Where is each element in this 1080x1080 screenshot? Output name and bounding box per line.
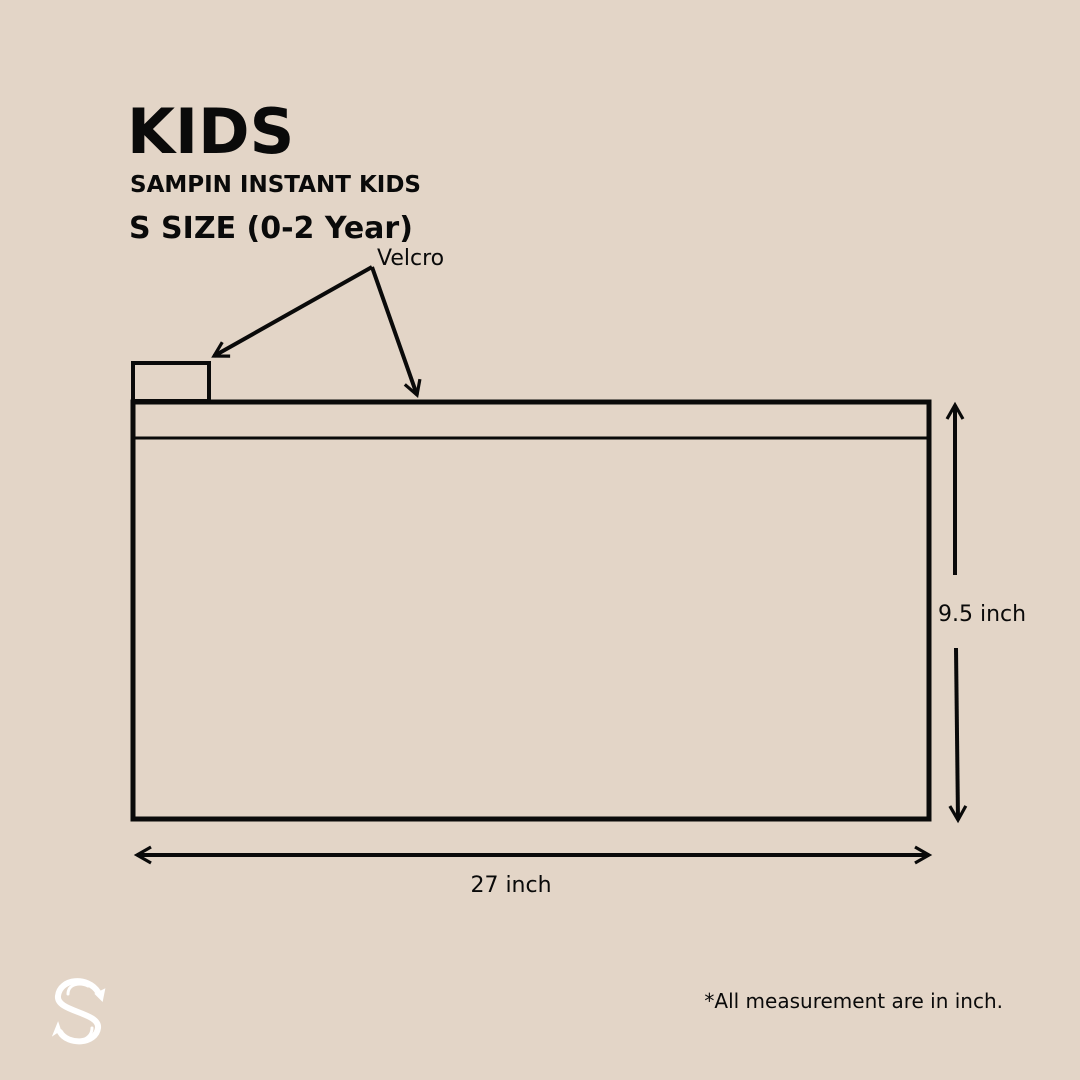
product-name: SAMPIN INSTANT KIDS (130, 172, 421, 198)
sampin-body (130, 399, 932, 822)
velcro-label: Velcro (377, 246, 444, 271)
s-monogram-logo-icon (51, 978, 106, 1045)
velcro-arrow-tab (211, 265, 373, 358)
velcro-tab (131, 361, 211, 403)
height-label: 9.5 inch (938, 602, 1026, 627)
measurement-note: *All measurement are in inch. (704, 989, 1003, 1013)
velcro-arrow-band (370, 266, 422, 399)
width-label: 27 inch (470, 873, 551, 898)
page-title: KIDS (127, 95, 294, 168)
height-arrow-bottom (948, 647, 968, 824)
size-label: S SIZE (0-2 Year) (129, 211, 413, 246)
